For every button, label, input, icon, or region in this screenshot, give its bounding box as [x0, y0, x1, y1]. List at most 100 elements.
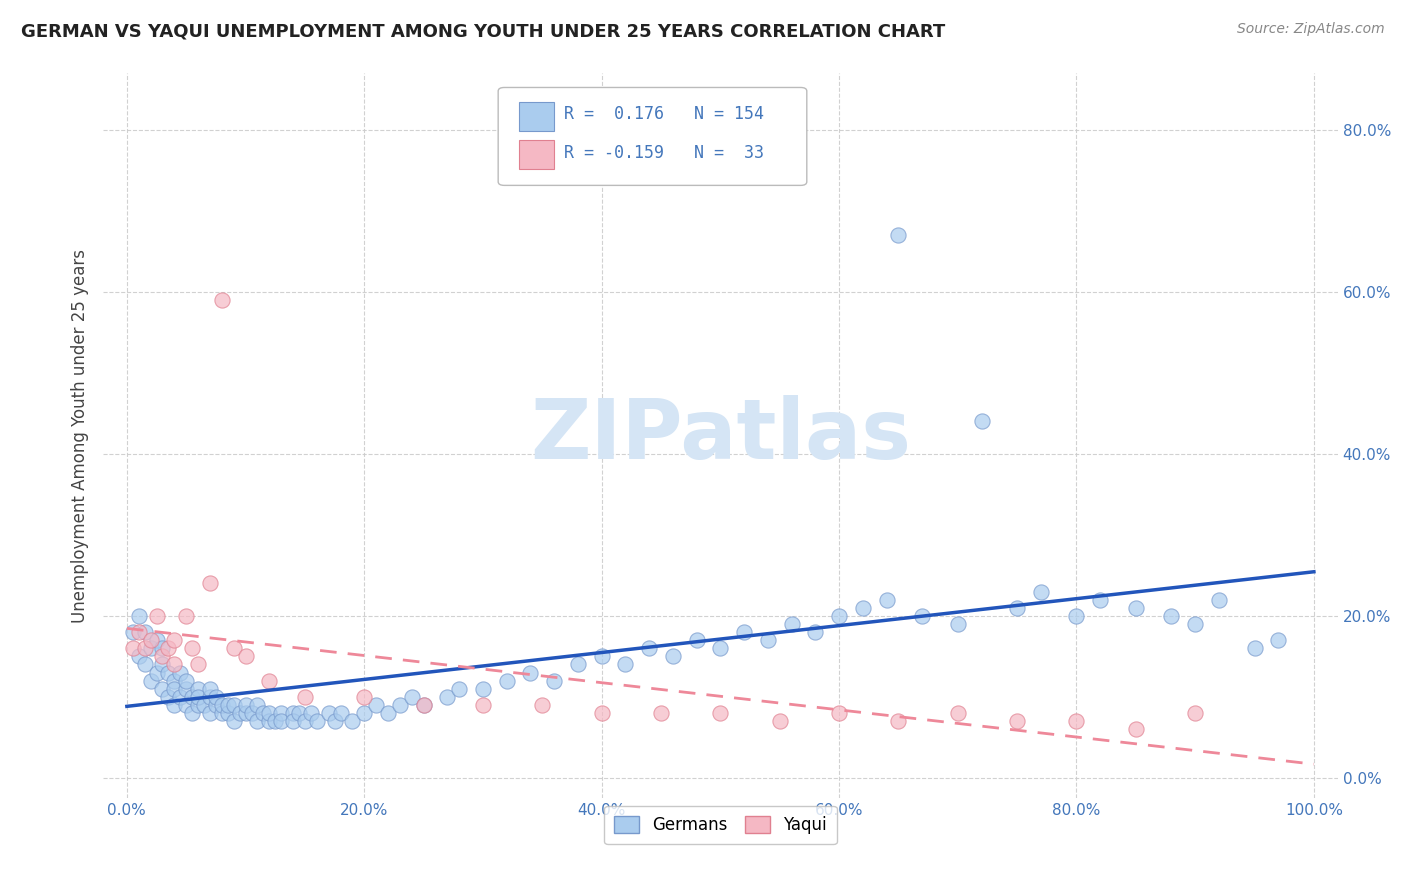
Point [174, 608, 197, 623]
Point [709, 641, 731, 656]
Text: GERMAN VS YAQUI UNEMPLOYMENT AMONG YOUTH UNDER 25 YEARS CORRELATION CHART: GERMAN VS YAQUI UNEMPLOYMENT AMONG YOUTH… [21, 22, 945, 40]
Point [259, 706, 281, 720]
Point [145, 665, 167, 680]
Point [163, 698, 186, 712]
Point [187, 681, 209, 696]
Text: ZIPatlas: ZIPatlas [530, 395, 911, 476]
Point [198, 576, 221, 591]
Point [1184, 706, 1206, 720]
Point [217, 698, 239, 712]
Point [139, 641, 162, 656]
Point [157, 665, 180, 680]
Point [217, 706, 239, 720]
Point [187, 698, 209, 712]
Point [1267, 633, 1289, 648]
Point [591, 649, 613, 664]
Point [543, 673, 565, 688]
Point [270, 714, 292, 728]
Point [591, 706, 613, 720]
Point [377, 706, 399, 720]
Bar [519, 102, 554, 131]
Point [366, 698, 388, 712]
Point [211, 293, 233, 307]
Point [887, 714, 910, 728]
Point [756, 633, 779, 648]
Point [187, 690, 209, 704]
Point [1125, 723, 1147, 737]
Point [222, 714, 245, 728]
Point [139, 633, 162, 648]
Point [436, 690, 458, 704]
Point [342, 714, 364, 728]
Point [685, 633, 707, 648]
Point [1090, 592, 1112, 607]
Point [388, 698, 411, 712]
Point [235, 649, 257, 664]
Point [911, 608, 934, 623]
Point [121, 625, 143, 640]
Point [650, 706, 672, 720]
Point [531, 698, 554, 712]
Point [198, 690, 221, 704]
Bar [519, 140, 554, 169]
Point [134, 625, 156, 640]
Point [128, 625, 150, 640]
Point [235, 698, 257, 712]
Point [174, 698, 197, 712]
Point [828, 706, 851, 720]
Point [169, 690, 191, 704]
Point [1125, 600, 1147, 615]
Point [281, 714, 304, 728]
Point [152, 657, 174, 672]
Text: Source: ZipAtlas.com: Source: ZipAtlas.com [1237, 22, 1385, 37]
Point [163, 681, 186, 696]
Point [614, 657, 637, 672]
Point [970, 414, 993, 428]
Point [211, 698, 233, 712]
Point [299, 706, 322, 720]
Legend: Germans, Yaqui: Germans, Yaqui [605, 806, 837, 844]
Point [412, 698, 434, 712]
Point [281, 706, 304, 720]
Point [157, 690, 180, 704]
Point [198, 681, 221, 696]
FancyBboxPatch shape [498, 87, 807, 186]
Point [887, 227, 910, 242]
Point [139, 673, 162, 688]
Point [288, 706, 311, 720]
Point [235, 706, 257, 720]
Point [157, 641, 180, 656]
Point [228, 706, 250, 720]
Point [305, 714, 328, 728]
Point [145, 633, 167, 648]
Point [128, 649, 150, 664]
Point [401, 690, 423, 704]
Point [198, 706, 221, 720]
Point [152, 649, 174, 664]
Point [246, 714, 269, 728]
Point [1160, 608, 1182, 623]
Point [1029, 584, 1052, 599]
Point [134, 641, 156, 656]
Point [174, 673, 197, 688]
Text: R = -0.159   N =  33: R = -0.159 N = 33 [564, 144, 763, 161]
Point [259, 714, 281, 728]
Point [769, 714, 792, 728]
Point [145, 608, 167, 623]
Point [187, 657, 209, 672]
Point [1066, 608, 1088, 623]
Point [323, 714, 346, 728]
Point [353, 706, 375, 720]
Point [163, 673, 186, 688]
Point [472, 698, 495, 712]
Point [181, 706, 204, 720]
Point [412, 698, 434, 712]
Point [662, 649, 685, 664]
Point [876, 592, 898, 607]
Point [134, 657, 156, 672]
Point [828, 608, 851, 623]
Point [205, 698, 228, 712]
Point [733, 625, 755, 640]
Point [222, 641, 245, 656]
Point [294, 714, 316, 728]
